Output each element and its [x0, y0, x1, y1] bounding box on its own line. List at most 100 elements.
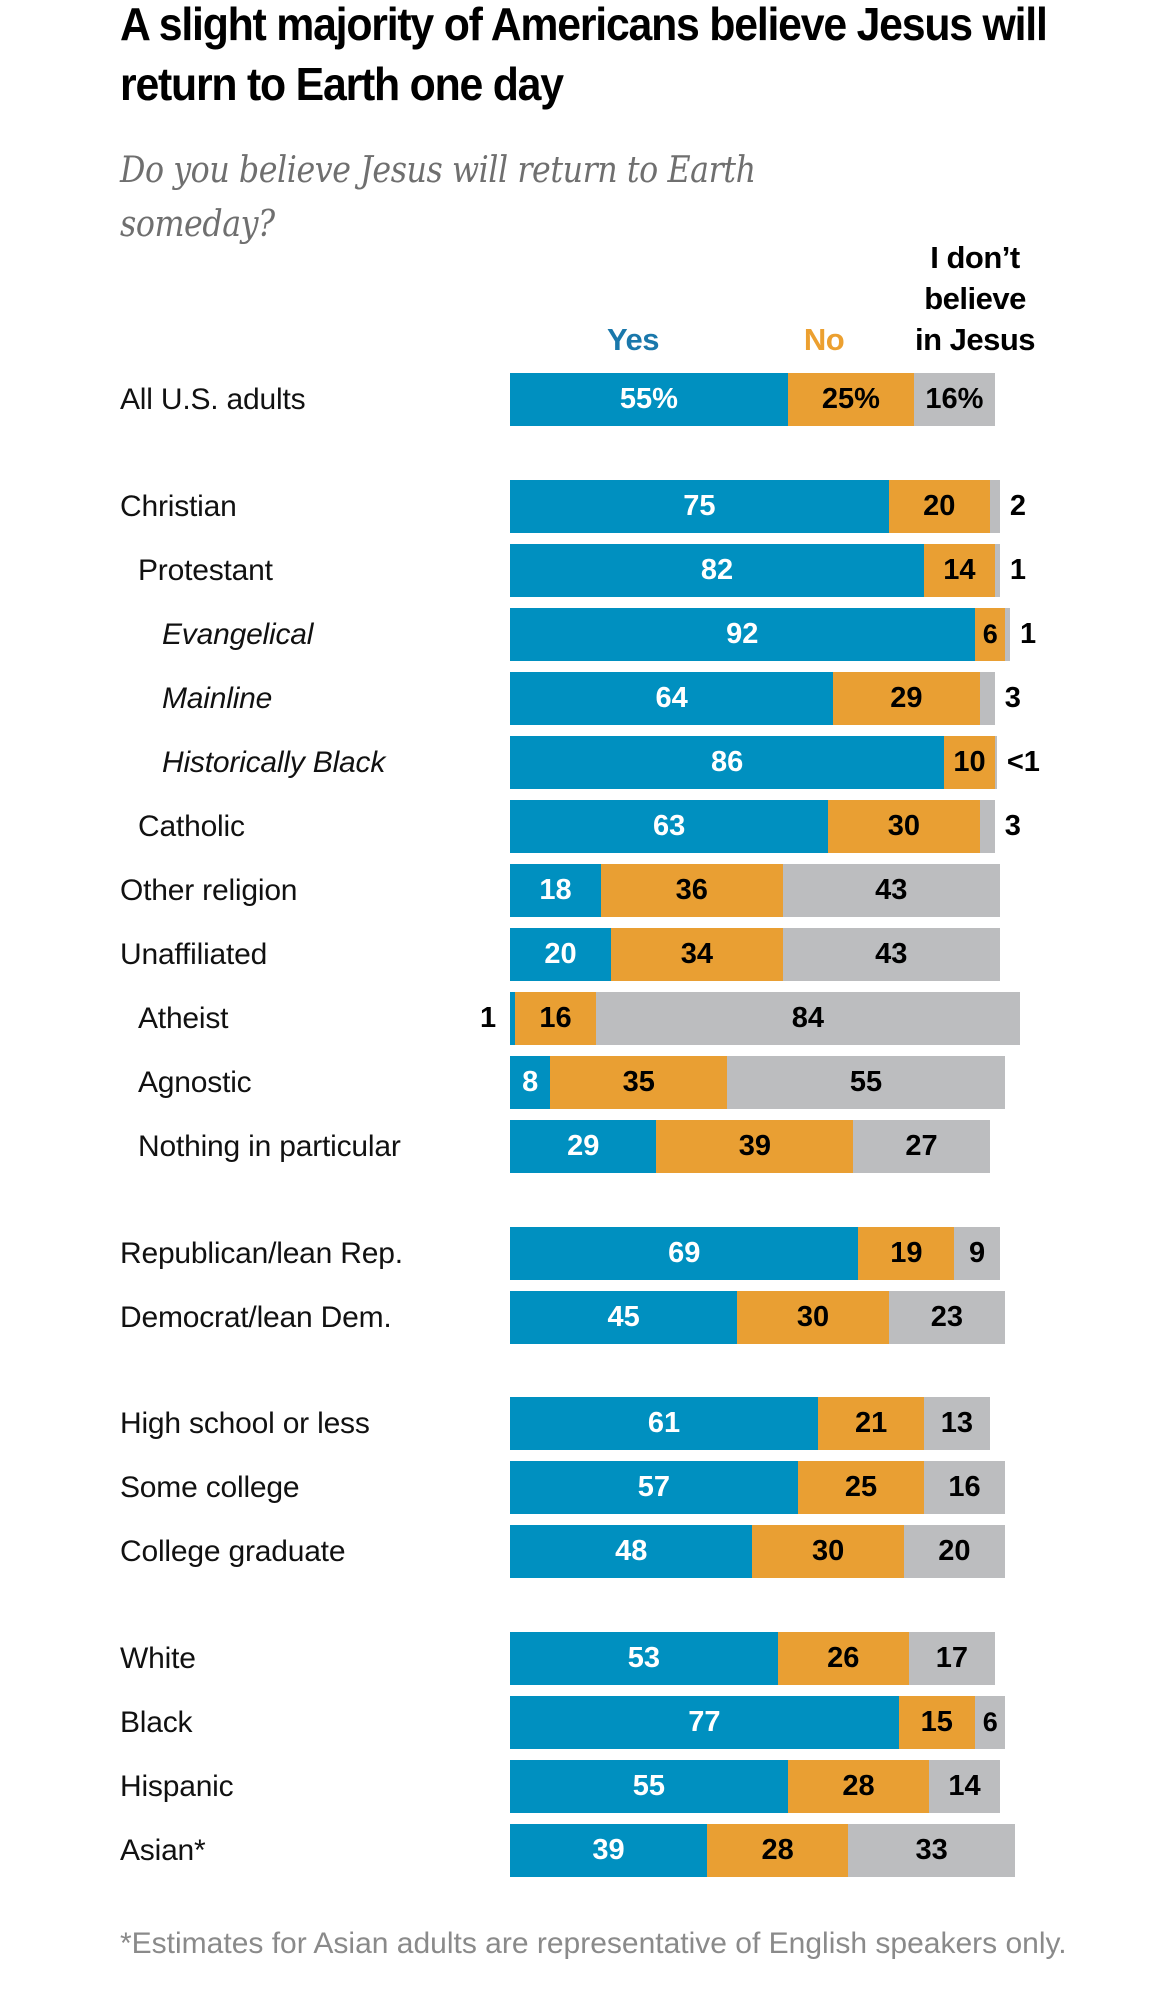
bar-segment-dont-believe: [1004, 608, 1010, 661]
bar-segment-dont-believe: [727, 1056, 1005, 1109]
data-label-dont-believe-outside: 1: [1019, 618, 1037, 650]
bar-segment-dont-believe: [903, 1525, 1005, 1578]
row-label: Some college: [120, 1471, 300, 1504]
bar-segment-yes: [510, 480, 889, 533]
bar-segment-no: [550, 1056, 728, 1109]
data-label-no: 34: [680, 938, 713, 970]
legend-label-line: No: [803, 322, 845, 357]
bar-segment-dont-believe: [914, 373, 995, 426]
data-label-dont-believe: 13: [940, 1407, 974, 1439]
bar-segment-no: [777, 1632, 909, 1685]
data-label-no: 6: [982, 619, 998, 649]
data-label-no: 25%: [821, 383, 880, 415]
data-label-no: 25: [844, 1471, 878, 1503]
bar-segment-dont-believe: [924, 1397, 990, 1450]
bar-segment-yes: [510, 1461, 798, 1514]
row-label: Democrat/lean Dem.: [120, 1301, 392, 1334]
legend-item-dont-believe: I don’t believe in Jesus: [855, 237, 1095, 360]
bar-segment-yes: [510, 1696, 899, 1749]
data-label-dont-believe: 55: [849, 1066, 883, 1098]
row-label: College graduate: [120, 1535, 346, 1568]
data-label-yes: 77: [688, 1706, 721, 1738]
data-label-yes-outside: 1: [480, 1002, 497, 1034]
data-label-no: 14: [943, 554, 976, 586]
data-label-no: 35: [622, 1066, 655, 1098]
bar-segment-dont-believe: [989, 480, 1000, 533]
data-label-yes: 18: [539, 874, 572, 906]
legend-label-line: believe: [924, 281, 1026, 316]
data-label-yes: 61: [647, 1407, 681, 1439]
bar-segment-yes: [510, 1824, 707, 1877]
bar-segment-yes: [510, 864, 601, 917]
data-label-dont-believe: 20: [938, 1535, 971, 1567]
row-label: White: [120, 1642, 196, 1675]
chart-subtitle: Do you believe Jesus will return to Eart…: [120, 150, 756, 245]
bar-segment-yes: [510, 544, 925, 597]
data-label-no: 16: [539, 1002, 572, 1034]
data-label-dont-believe: 23: [930, 1301, 963, 1333]
bar-segment-yes: [510, 1760, 788, 1813]
bar-segment-dont-believe: [979, 672, 995, 725]
row-label: Other religion: [120, 874, 298, 907]
data-label-yes: 20: [544, 938, 577, 970]
data-label-dont-believe: 17: [935, 1642, 968, 1674]
footnote: *Estimates for Asian adults are represen…: [120, 1927, 1067, 1960]
row-label: Hispanic: [120, 1770, 234, 1803]
bar-segment-no: [858, 1227, 955, 1280]
bar-segment-no: [797, 1461, 925, 1514]
bar-segment-dont-believe: [782, 928, 1000, 981]
data-label-no: 21: [854, 1407, 888, 1439]
data-label-no: 30: [812, 1535, 845, 1567]
data-label-no: 30: [887, 810, 921, 842]
bar-segment-dont-believe: [954, 1227, 1000, 1280]
data-label-dont-believe: 43: [875, 874, 908, 906]
bar-segment-dont-believe: [979, 800, 995, 853]
bar-segment-dont-believe: [853, 1120, 990, 1173]
data-label-no: 19: [890, 1237, 923, 1269]
bar-segment-yes: [510, 1525, 753, 1578]
data-label-dont-believe: 9: [969, 1237, 986, 1269]
data-label-dont-believe-outside: <1: [1006, 746, 1040, 778]
data-label-no: 36: [675, 874, 708, 906]
row-label: Black: [120, 1706, 193, 1739]
data-label-dont-believe: 43: [875, 938, 908, 970]
bar-segment-yes: [510, 1227, 859, 1280]
legend-item-no: No: [704, 319, 944, 360]
data-label-yes: 39: [592, 1834, 625, 1866]
bar-segment-no: [833, 672, 980, 725]
bar-segment-no: [611, 928, 783, 981]
bar-segment-dont-believe: [595, 992, 1021, 1045]
bar-segment-no: [828, 800, 980, 853]
data-label-no: 29: [890, 682, 923, 714]
data-label-dont-believe: 84: [791, 1002, 825, 1034]
bar-segment-dont-believe: [782, 864, 1000, 917]
bar-segment-no: [752, 1525, 904, 1578]
bar-segment-no: [656, 1120, 854, 1173]
bar-segment-dont-believe: [908, 1632, 995, 1685]
row-label: Asian*: [120, 1834, 206, 1867]
data-label-yes: 55%: [619, 383, 678, 415]
data-label-dont-believe: 16: [948, 1471, 981, 1503]
bar-segment-dont-believe: [994, 736, 997, 789]
data-label-no: 20: [923, 490, 956, 522]
bar-segment-yes: [510, 672, 834, 725]
bar-segment-dont-believe: [888, 1291, 1005, 1344]
bar-segment-yes: [510, 1632, 778, 1685]
row-label: All U.S. adults: [120, 383, 306, 416]
data-label-dont-believe: 33: [915, 1834, 948, 1866]
data-label-dont-believe: 6: [982, 1707, 998, 1737]
bar-segment-no: [706, 1824, 849, 1877]
data-label-no: 26: [827, 1642, 860, 1674]
bar-segment-no: [888, 480, 990, 533]
bar-segment-no: [974, 608, 1005, 661]
bar-segment-no: [898, 1696, 975, 1749]
row-label: Atheist: [138, 1002, 229, 1035]
legend-item-yes: Yes: [513, 319, 753, 360]
bar-segment-yes: [510, 736, 945, 789]
data-label-yes: 86: [711, 746, 744, 778]
bar-segment-yes: [510, 928, 611, 981]
bar-segment-yes: [510, 1291, 738, 1344]
data-label-dont-believe: 16%: [925, 383, 984, 415]
data-label-yes: 45: [607, 1301, 640, 1333]
bar-segment-dont-believe: [929, 1760, 1000, 1813]
